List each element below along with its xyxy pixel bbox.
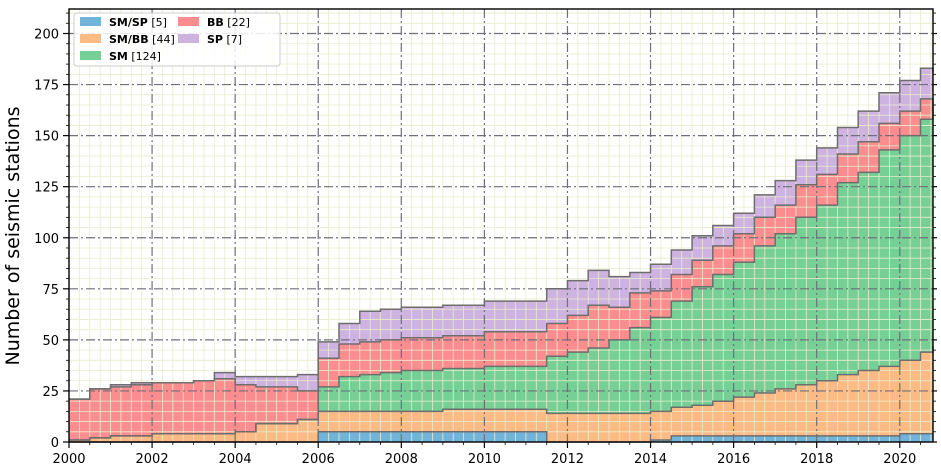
outline-sp [69, 67, 934, 400]
x-tick-label: 2006 [302, 452, 335, 467]
x-tick-label: 2000 [52, 452, 85, 467]
x-tick-label: 2008 [385, 452, 418, 467]
plot-frame [68, 8, 934, 443]
legend-label-bb: BB [22] [207, 16, 250, 29]
x-tick-label: 2010 [468, 452, 501, 467]
legend-swatch-bb [178, 17, 199, 26]
legend-swatch-sm [80, 51, 101, 60]
area-sm-sp [69, 431, 933, 442]
y-tick-label: 125 [34, 181, 59, 196]
x-tick-label: 2020 [883, 452, 916, 467]
outline-sm [69, 103, 934, 441]
y-tick-label: 175 [34, 79, 59, 94]
legend: SM/SP [5] SM/BB [44] SM [124] BB [22] SP [7] [73, 12, 281, 67]
x-tick-label: 2016 [717, 452, 750, 467]
axes-layer: 2000 2002 2004 2006 2008 2010 2012 2014 2016 2018… [34, 12, 937, 467]
y-tick-label: 200 [34, 28, 59, 43]
area-sm [69, 103, 933, 440]
area-bb [69, 98, 933, 441]
x-tick-label: 2018 [800, 452, 833, 467]
y-tick-label: 150 [34, 130, 59, 145]
legend-swatch-sm-bb [80, 34, 101, 43]
x-tick-label: 2014 [634, 452, 667, 467]
x-tick-label: 2002 [136, 452, 169, 467]
legend-box [73, 12, 281, 67]
y-tick-label: 0 [51, 436, 59, 451]
x-tick-label: 2004 [219, 452, 252, 467]
legend-label-sm-sp: SM/SP [5] [109, 16, 167, 29]
y-axis-title: Number of seismic stations [2, 106, 24, 365]
areas-layer [69, 68, 933, 442]
legend-label-sm-bb: SM/BB [44] [109, 33, 175, 46]
y-tick-label: 25 [42, 385, 59, 400]
legend-swatch-sm-sp [80, 17, 101, 26]
y-tick-label: 50 [42, 334, 59, 349]
legend-label-sm: SM [124] [109, 50, 161, 63]
x-tick-label: 2012 [551, 452, 584, 467]
legend-swatch-sp [178, 34, 199, 43]
legend-label-sp: SP [7] [207, 33, 242, 46]
y-tick-label: 100 [34, 232, 59, 247]
y-tick-label: 75 [42, 283, 59, 298]
area-sm-bb [69, 346, 933, 442]
